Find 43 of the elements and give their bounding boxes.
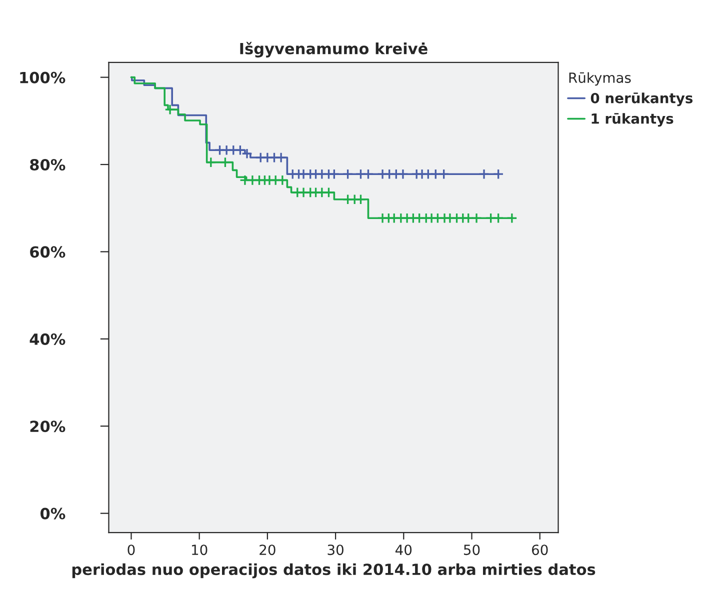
point xyxy=(492,168,504,180)
point xyxy=(164,104,176,116)
point xyxy=(430,168,442,180)
legend-title: Rūkymas xyxy=(569,72,631,86)
point xyxy=(355,168,366,180)
point xyxy=(397,168,408,180)
y-tick-label: 60% xyxy=(30,246,66,258)
x-tick-label: 50 xyxy=(464,544,480,556)
x-axis-title: periodas nuo operacijos datos iki 2014.10 arba mirties datos xyxy=(72,563,596,578)
point xyxy=(478,168,490,180)
point xyxy=(276,152,287,164)
point xyxy=(328,168,340,180)
y-tick-label: 0% xyxy=(40,508,66,520)
point xyxy=(485,212,496,224)
legend-label: 0 nerūkantys xyxy=(590,92,693,106)
point xyxy=(492,212,504,224)
point xyxy=(234,144,246,156)
point xyxy=(276,174,288,186)
y-tick-label: 80% xyxy=(30,158,66,171)
point xyxy=(438,168,450,180)
point xyxy=(242,148,252,160)
legend-label: 1 rūkantys xyxy=(592,113,674,127)
x-tick-label: 30 xyxy=(328,544,344,556)
point xyxy=(506,212,518,224)
point xyxy=(342,168,354,180)
point xyxy=(355,194,366,205)
x-tick-label: 40 xyxy=(395,544,412,556)
point xyxy=(462,212,474,224)
x-tick-label: 20 xyxy=(260,544,276,556)
x-tick-label: 0 xyxy=(128,544,135,556)
point xyxy=(422,168,434,180)
point xyxy=(471,212,482,224)
point xyxy=(220,156,231,168)
x-tick-label: 10 xyxy=(192,544,208,556)
y-tick-label: 20% xyxy=(30,420,66,432)
point xyxy=(239,174,250,186)
point xyxy=(362,168,374,180)
x-tick-label: 60 xyxy=(532,544,548,556)
y-tick-label: 40% xyxy=(30,333,66,345)
y-tick-label: 100% xyxy=(20,72,66,84)
point xyxy=(323,186,334,198)
chart-title: Išgyvenamumo kreivė xyxy=(240,42,428,58)
point xyxy=(205,156,216,168)
